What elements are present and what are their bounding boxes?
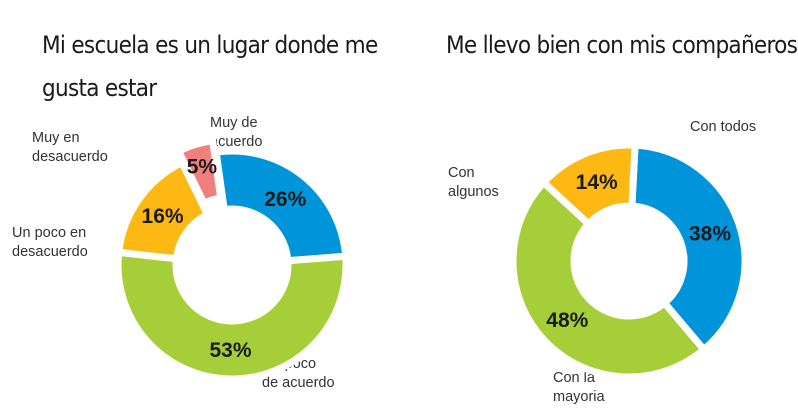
chart2-donut: 38% 48% 14%: [509, 141, 749, 381]
chart2-slice-2: [538, 141, 639, 229]
chart1-label-un-poco-en-desacuerdo: Un poco en desacuerdo: [12, 225, 88, 260]
chart1-title-line2: gusta estar: [42, 74, 157, 102]
chart1-slice-3: [173, 136, 225, 208]
chart1-value-label-1: 53%: [210, 339, 252, 362]
chart2-title: Me llevo bien con mis compañeros: [446, 31, 798, 59]
chart2-slice-0: [628, 141, 749, 355]
chart1-value-label-3: 5%: [187, 156, 218, 179]
chart2-value-label-0: 38%: [689, 223, 731, 246]
chart1-donut: 26% 53% 16% 5%: [114, 136, 350, 383]
chart1-label-muy-en-desacuerdo: Muy en desacuerdo: [32, 130, 108, 165]
chart1-value-label-0: 26%: [264, 188, 306, 211]
chart2-label-con-la-mayoria: Con la mayoria: [553, 370, 605, 405]
chart2-value-label-1: 48%: [546, 309, 588, 332]
chart1-label-muy-de-acuerdo: Muy de acuerdo: [210, 115, 263, 150]
chart1-value-label-2: 16%: [142, 205, 184, 228]
chart1-slice-1: [114, 248, 350, 383]
chart1-slice-0: [212, 147, 350, 265]
chart2-slice-1: [509, 177, 709, 381]
chart2-value-label-2: 14%: [576, 171, 618, 194]
chart2-label-con-todos: Con todos: [690, 119, 757, 135]
chart1-title-line1: Mi escuela es un lugar donde me: [42, 31, 378, 59]
chart2-label-con-algunos: Con algunos: [448, 165, 499, 200]
